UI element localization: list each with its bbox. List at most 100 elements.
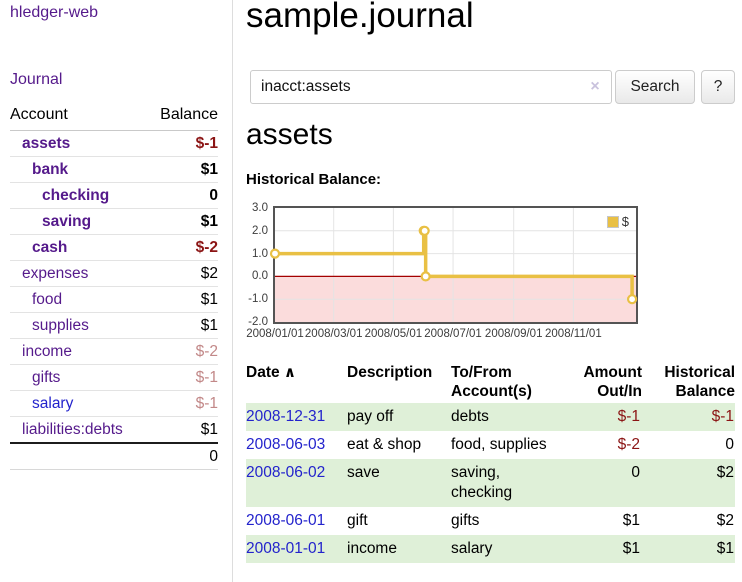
register-header-date[interactable]: Date ∧ [246, 364, 297, 381]
account-link[interactable]: gifts [32, 369, 61, 386]
account-balance: $-2 [147, 338, 218, 365]
x-tick-label: 2008/05/01 [364, 328, 423, 340]
transaction-date-link[interactable]: 2008-12-31 [246, 408, 326, 425]
legend-label: $ [621, 214, 629, 229]
transaction-description: eat & shop [347, 436, 422, 453]
transaction-balance: $2 [716, 512, 734, 529]
transaction-accounts: gifts [451, 512, 480, 529]
account-link[interactable]: cash [32, 239, 68, 256]
transaction-row[interactable]: 2008-06-02 save saving, checking 0 $2 [246, 459, 735, 507]
transaction-description: income [347, 540, 397, 557]
transaction-date-link[interactable]: 2008-06-03 [246, 436, 326, 453]
account-link[interactable]: assets [22, 135, 71, 152]
x-tick-label: 2008/01/01 [246, 328, 304, 340]
transaction-balance: 0 [725, 436, 734, 453]
transaction-row[interactable]: 2008-12-31 pay off debts $-1 $-1 [246, 403, 735, 431]
transaction-row[interactable]: 2008-06-01 gift gifts $1 $2 [246, 507, 735, 535]
account-row: cash $-2 [10, 234, 218, 261]
account-balance: $1 [147, 156, 218, 183]
help-button[interactable]: ? [701, 70, 735, 104]
account-heading: assets [246, 118, 333, 151]
search-button[interactable]: Search [615, 70, 695, 104]
transaction-date: 2008-12-31 [246, 403, 347, 431]
transaction-accounts: food, supplies [451, 436, 547, 453]
y-tick-label: 1.0 [252, 247, 268, 260]
sort-asc-icon: ∧ [283, 364, 297, 381]
transaction-amount: $-2 [617, 436, 640, 453]
search-input[interactable] [250, 70, 612, 104]
transaction-description: pay off [347, 408, 394, 425]
y-tick-label: 3.0 [252, 202, 268, 214]
transaction-balance: $-1 [711, 408, 734, 425]
account-row: bank $1 [10, 156, 218, 183]
sidebar-divider [232, 0, 233, 582]
accounts-tbody: assets $-1 bank $1 checking 0 saving $1 cash $-2 e… [10, 130, 218, 444]
transaction-balance: $2 [716, 464, 734, 481]
account-row: saving $1 [10, 208, 218, 235]
account-link[interactable]: saving [42, 213, 92, 230]
account-balance: $1 [147, 416, 218, 444]
x-tick-label: 2008/11/01 [545, 328, 602, 340]
register-header-balance: Historical Balance [664, 364, 735, 400]
account-balance: $-2 [147, 234, 218, 261]
register-table: Date ∧ Description To/From Account(s) Am… [246, 360, 735, 563]
accounts-header-balance: Balance [147, 102, 218, 131]
accounts-table: Account Balance assets $-1 bank $1 checking 0… [10, 102, 218, 470]
account-row: food $1 [10, 286, 218, 313]
account-row: salary $-1 [10, 390, 218, 417]
account-link[interactable]: expenses [22, 265, 89, 282]
transaction-description: save [347, 464, 380, 481]
transaction-row[interactable]: 2008-01-01 income salary $1 $1 [246, 535, 735, 563]
account-balance: $2 [147, 260, 218, 287]
register-header-amount: Amount Out/In [583, 364, 642, 400]
y-tick-label: 0.0 [252, 270, 268, 283]
account-link[interactable]: food [32, 291, 63, 308]
transaction-accounts: salary [451, 540, 493, 557]
app-title-link[interactable]: hledger-web [10, 4, 99, 21]
account-balance: $-1 [147, 364, 218, 391]
transaction-amount: $1 [622, 512, 640, 529]
accounts-header-account: Account [10, 102, 148, 131]
account-link[interactable]: bank [32, 161, 69, 178]
y-tick-label: 2.0 [252, 224, 268, 237]
account-balance: $-1 [147, 390, 218, 417]
transaction-accounts: saving, checking [451, 464, 513, 501]
transaction-date: 2008-06-02 [246, 459, 347, 507]
chart-legend: $ [604, 213, 631, 230]
account-balance: $1 [147, 286, 218, 313]
sidebar-item-journal[interactable]: Journal [10, 71, 63, 88]
account-link[interactable]: liabilities:debts [22, 421, 123, 438]
account-link[interactable]: checking [42, 187, 110, 204]
chart-svg [269, 208, 638, 322]
historical-balance-chart: $ 3.0 2.0 1.0 0.0 -1.0 -2.0 2008/01/01 2008/03/… [246, 202, 646, 348]
page-title: sample.journal [246, 0, 474, 35]
account-balance: $1 [147, 208, 218, 235]
chart-title: Historical Balance: [246, 171, 382, 188]
transaction-row[interactable]: 2008-06-03 eat & shop food, supplies $-2 0 [246, 431, 735, 459]
accounts-total-balance: 0 [147, 442, 218, 470]
transaction-date: 2008-01-01 [246, 535, 347, 563]
account-link[interactable]: supplies [32, 317, 89, 334]
y-tick-label: -1.0 [248, 293, 268, 306]
register-header-row: Date ∧ Description To/From Account(s) Am… [246, 360, 735, 403]
transaction-amount: $-1 [617, 408, 640, 425]
account-link[interactable]: income [22, 343, 72, 360]
chart-plot-area: $ [269, 206, 638, 324]
account-row: gifts $-1 [10, 364, 218, 391]
register-header-description: Description [347, 364, 433, 381]
transaction-amount: $1 [622, 540, 640, 557]
transaction-date-link[interactable]: 2008-06-02 [246, 464, 326, 481]
transaction-date-link[interactable]: 2008-06-01 [246, 512, 326, 529]
accounts-header-row: Account Balance [10, 102, 218, 131]
legend-swatch-icon [606, 215, 619, 228]
x-tick-label: 2008/07/01 [424, 328, 482, 340]
transaction-date-link[interactable]: 2008-01-01 [246, 540, 326, 557]
clear-search-icon[interactable]: × [590, 78, 600, 95]
transaction-date: 2008-06-01 [246, 507, 347, 535]
account-balance: 0 [147, 182, 218, 209]
transaction-description: gift [347, 512, 368, 529]
account-link[interactable]: salary [32, 395, 74, 412]
account-row: liabilities:debts $1 [10, 416, 218, 444]
transaction-date: 2008-06-03 [246, 431, 347, 459]
